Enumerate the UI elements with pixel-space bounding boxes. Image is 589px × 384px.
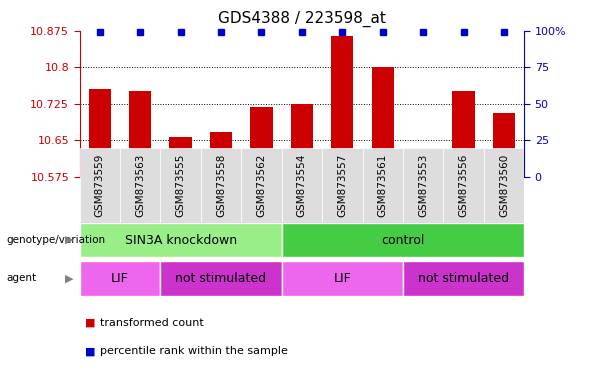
Text: GSM873556: GSM873556	[459, 154, 469, 217]
Bar	[322, 148, 362, 223]
Text: GSM873554: GSM873554	[297, 154, 307, 217]
Bar	[372, 67, 394, 177]
Text: not stimulated: not stimulated	[418, 272, 509, 285]
Title: GDS4388 / 223598_at: GDS4388 / 223598_at	[218, 10, 386, 26]
Text: ▶: ▶	[65, 235, 73, 245]
Bar	[452, 91, 475, 177]
Bar	[403, 261, 524, 296]
Bar	[282, 148, 322, 223]
Text: ▶: ▶	[65, 273, 73, 283]
Bar	[331, 36, 353, 177]
Bar	[484, 148, 524, 223]
Bar	[210, 132, 232, 177]
Text: GSM873555: GSM873555	[176, 154, 186, 217]
Bar	[120, 148, 160, 223]
Text: GSM873559: GSM873559	[95, 154, 105, 217]
Text: GSM873560: GSM873560	[499, 154, 509, 217]
Bar	[170, 137, 191, 177]
Text: ■: ■	[85, 346, 96, 356]
Text: GSM873563: GSM873563	[135, 154, 145, 217]
Bar	[88, 89, 111, 177]
Bar	[444, 148, 484, 223]
Text: agent: agent	[6, 273, 36, 283]
Bar	[80, 223, 282, 257]
Bar	[282, 261, 403, 296]
Text: percentile rank within the sample: percentile rank within the sample	[100, 346, 288, 356]
Bar	[250, 107, 273, 177]
Bar	[362, 148, 403, 223]
Text: GSM873553: GSM873553	[418, 154, 428, 217]
Text: LIF: LIF	[111, 272, 129, 285]
Text: GSM873558: GSM873558	[216, 154, 226, 217]
Bar	[412, 169, 434, 177]
Text: SIN3A knockdown: SIN3A knockdown	[124, 233, 237, 247]
Bar	[282, 223, 524, 257]
Text: ■: ■	[85, 318, 96, 328]
Bar	[80, 148, 120, 223]
Bar	[160, 261, 282, 296]
Bar	[291, 104, 313, 177]
Bar	[129, 91, 151, 177]
Text: not stimulated: not stimulated	[176, 272, 267, 285]
Text: genotype/variation: genotype/variation	[6, 235, 105, 245]
Bar	[493, 113, 515, 177]
Bar	[241, 148, 282, 223]
Bar	[80, 261, 160, 296]
Text: GSM873562: GSM873562	[256, 154, 266, 217]
Bar	[403, 148, 444, 223]
Bar	[160, 148, 201, 223]
Text: control: control	[381, 233, 425, 247]
Text: GSM873561: GSM873561	[378, 154, 388, 217]
Bar	[201, 148, 241, 223]
Text: transformed count: transformed count	[100, 318, 204, 328]
Text: LIF: LIF	[333, 272, 351, 285]
Text: GSM873557: GSM873557	[337, 154, 348, 217]
